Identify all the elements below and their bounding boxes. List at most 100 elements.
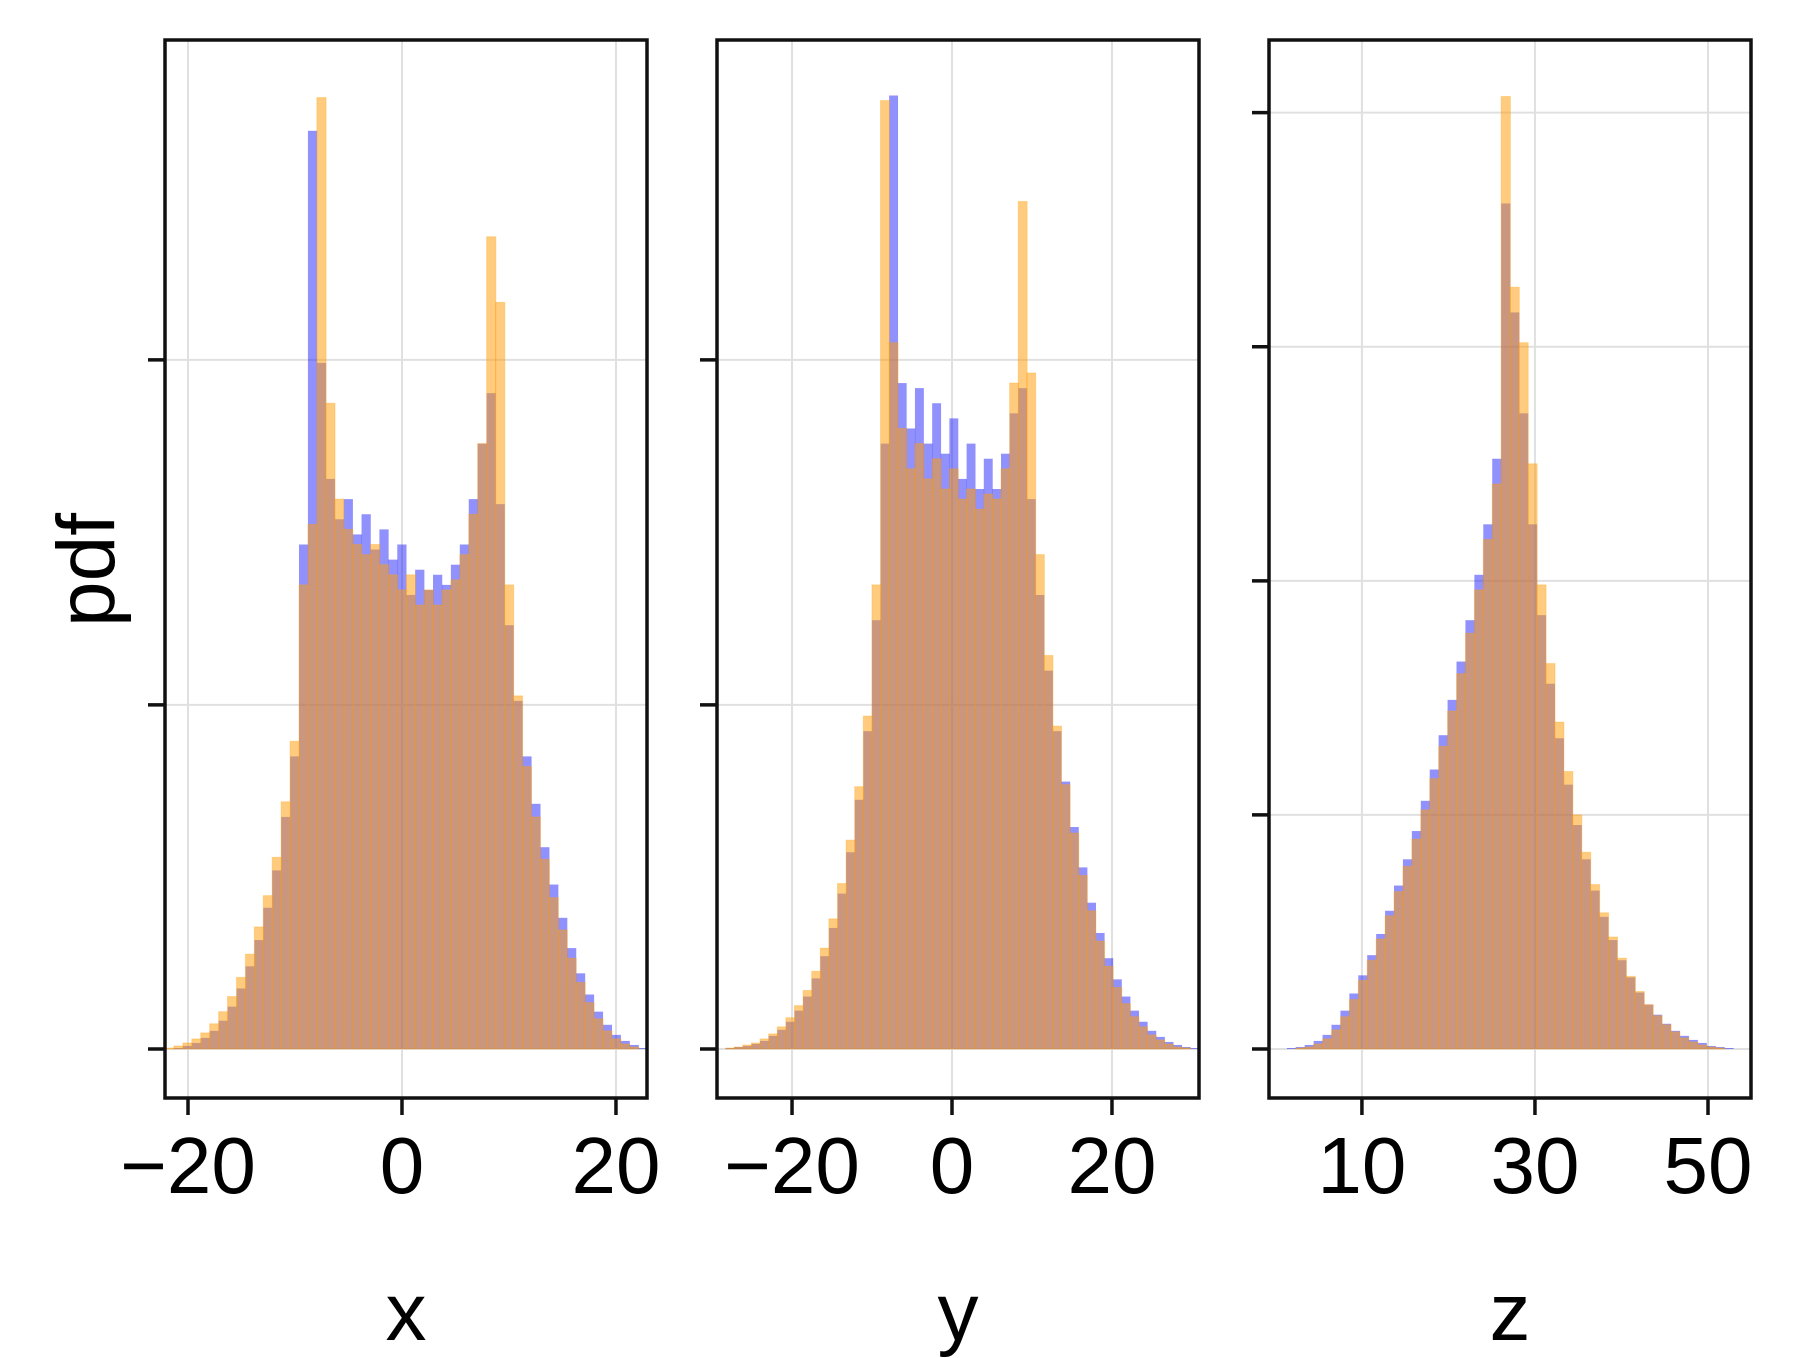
- histogram-bar-orange: [352, 544, 363, 1050]
- histogram-bar-orange: [793, 1005, 804, 1050]
- axes-frame: [163, 38, 649, 1100]
- histogram-bar-orange: [1366, 959, 1377, 1050]
- histogram-bar-orange: [966, 488, 976, 1050]
- x-tick-label: 0: [929, 1121, 975, 1210]
- histogram-bar-orange: [1500, 96, 1511, 1050]
- histogram-bar-orange: [914, 443, 925, 1050]
- histogram-bar-orange: [1138, 1026, 1149, 1050]
- histogram-panel-x: [148, 38, 649, 1115]
- histogram-bar-orange: [361, 554, 372, 1050]
- histogram-bar-orange: [880, 100, 890, 1050]
- histogram-bar-orange: [593, 1018, 604, 1050]
- histogram-panel-z: [1252, 38, 1753, 1115]
- histogram-bar-orange: [1304, 1046, 1315, 1050]
- histogram-bar-orange: [486, 236, 497, 1050]
- histogram-bar-orange: [539, 858, 550, 1050]
- x-tick-label: 20: [1067, 1121, 1157, 1210]
- histogram-bar-orange: [1438, 745, 1449, 1050]
- histogram-bar-orange: [1129, 1016, 1140, 1050]
- histogram-bar-orange: [1393, 891, 1404, 1050]
- histogram-bar-blue: [1181, 1046, 1191, 1049]
- histogram-bar-orange: [776, 1026, 787, 1050]
- x-tick-label: 20: [571, 1121, 661, 1210]
- histogram-bar-orange: [566, 957, 577, 1050]
- histogram-bar-orange: [1625, 975, 1636, 1050]
- histogram-bar-orange: [1313, 1043, 1324, 1050]
- histogram-bar-orange: [940, 488, 951, 1050]
- histogram-bar-orange: [244, 953, 256, 1050]
- histogram-bar-orange: [1357, 979, 1369, 1050]
- histogram-bar-orange: [828, 918, 839, 1050]
- histogram-bar-orange: [1331, 1029, 1342, 1050]
- histogram-bar-orange: [1581, 851, 1592, 1050]
- histogram-bar-orange: [227, 996, 238, 1050]
- histogram-bar-orange: [405, 574, 416, 1050]
- histogram-bar-orange: [1112, 986, 1123, 1050]
- histogram-bar-orange: [441, 589, 452, 1050]
- histogram-bar-orange: [1095, 940, 1106, 1050]
- histogram-bar-orange: [836, 883, 847, 1050]
- histogram-bar-orange: [1652, 1015, 1663, 1050]
- x-axis-label-z: z: [1489, 1267, 1531, 1358]
- y-axis-label-pdf: pdf: [40, 513, 132, 627]
- histogram-bar-orange: [923, 478, 933, 1050]
- histogram-bar-orange: [768, 1033, 779, 1050]
- histogram-bar-orange: [1060, 784, 1071, 1050]
- histogram-bar-orange: [1598, 912, 1610, 1050]
- histogram-bar-orange: [1339, 1016, 1351, 1050]
- histogram-bar-orange: [495, 301, 506, 1050]
- histogram-bar-orange: [611, 1038, 622, 1050]
- histogram-bar-orange: [521, 765, 533, 1050]
- histogram-bar-orange: [862, 715, 873, 1050]
- histogram-bar-orange: [1697, 1044, 1708, 1050]
- histogram-bar-orange: [1491, 483, 1502, 1050]
- histogram-bar-orange: [414, 604, 425, 1050]
- histogram-bar-orange: [1536, 584, 1547, 1050]
- histogram-plot-z: [1252, 38, 1753, 1115]
- histogram-bar-orange: [1518, 342, 1529, 1050]
- histogram-bar-orange: [1017, 200, 1028, 1050]
- histogram-bar-orange: [173, 1045, 184, 1050]
- histogram-bar-orange: [1146, 1034, 1157, 1050]
- histogram-bar-orange: [991, 498, 1002, 1050]
- histogram-bar-orange: [1670, 1031, 1681, 1050]
- x-tick-label: 10: [1317, 1121, 1407, 1210]
- histogram-bar-orange: [1643, 1004, 1654, 1050]
- histogram-bar-orange: [512, 695, 524, 1050]
- histogram-bar-orange: [811, 970, 822, 1050]
- histogram-bar-orange: [1554, 721, 1565, 1050]
- x-tick-label: −20: [724, 1121, 860, 1210]
- histogram-bar-orange: [450, 579, 461, 1050]
- histogram-bar-orange: [1527, 463, 1538, 1050]
- histogram-bar-orange: [957, 498, 968, 1050]
- histogram-bar-orange: [548, 897, 559, 1050]
- histogram-bar-orange: [1069, 832, 1080, 1050]
- histogram-bar-orange: [477, 443, 488, 1050]
- histogram-bar-blue: [1715, 1046, 1725, 1049]
- histogram-plot-y: [700, 38, 1201, 1115]
- histogram-bar-orange: [1086, 910, 1097, 1050]
- histogram-bar-orange: [1420, 809, 1431, 1050]
- histogram-bar-orange: [1589, 884, 1601, 1050]
- histogram-bar-orange: [1464, 632, 1476, 1050]
- histogram-bar-orange: [1375, 938, 1386, 1050]
- histogram-bar-orange: [1026, 372, 1037, 1050]
- histogram-bar-orange: [1103, 965, 1114, 1050]
- histogram-bar-orange: [191, 1038, 202, 1050]
- histogram-bar-blue: [1724, 1047, 1734, 1049]
- axes-frame: [1267, 38, 1753, 1100]
- histogram-bar-orange: [584, 1002, 595, 1050]
- histogram-bar-orange: [316, 97, 327, 1050]
- histogram-panel-y: [700, 38, 1201, 1115]
- histogram-bar-orange: [1034, 554, 1045, 1050]
- histogram-bar-orange: [530, 816, 542, 1050]
- histogram-bar-orange: [620, 1043, 631, 1050]
- histogram-bar-orange: [983, 493, 994, 1050]
- histogram-bar-orange: [1322, 1038, 1333, 1050]
- histogram-bar-orange: [1607, 936, 1619, 1050]
- histogram-bar-blue: [638, 1047, 648, 1049]
- histogram-bar-orange: [1384, 915, 1395, 1050]
- histogram-bar-orange: [742, 1044, 753, 1050]
- histogram-bar-orange: [575, 981, 586, 1050]
- histogram-bar-orange: [1473, 589, 1485, 1050]
